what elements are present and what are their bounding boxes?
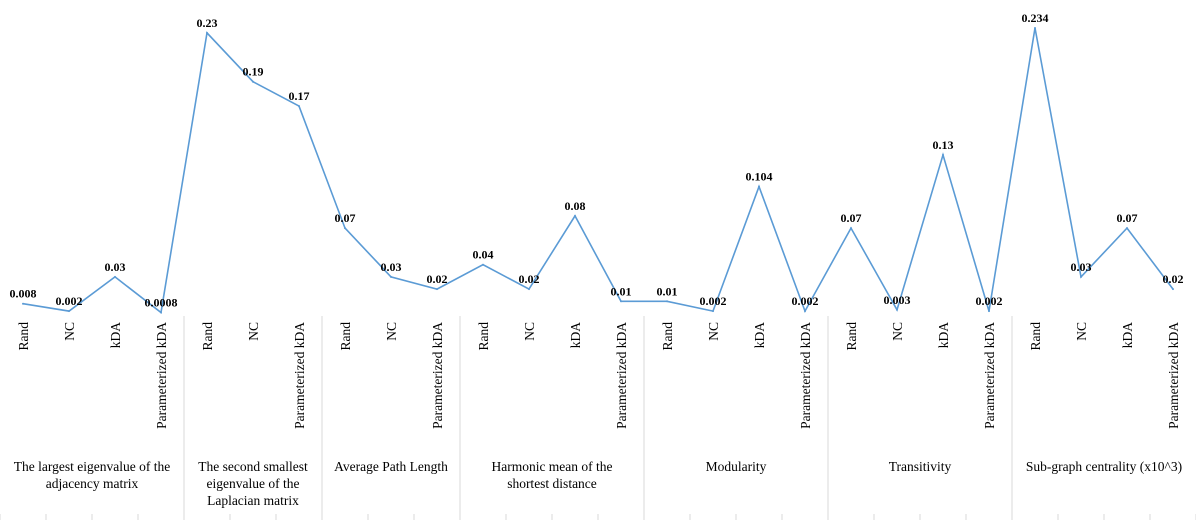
data-label: 0.104 (746, 170, 773, 184)
group-label: The second smallest eigenvalue of the Lapl… (198, 459, 308, 508)
data-label: 0.07 (335, 211, 356, 225)
data-label: 0.01 (611, 284, 632, 298)
tick-label: NC (62, 322, 77, 341)
tick-label: NC (384, 322, 399, 341)
data-point (804, 310, 806, 313)
data-label: 0.04 (473, 248, 494, 262)
data-point (666, 300, 668, 303)
data-label: 0.23 (197, 16, 218, 30)
data-point (114, 275, 116, 278)
data-label: 0.02 (519, 272, 540, 286)
data-point (712, 310, 714, 313)
data-point (252, 80, 254, 83)
data-label: 0.08 (565, 199, 586, 213)
group-label: Sub-graph centrality (x10^3) (1026, 459, 1182, 474)
tick-label: Parameterized kDA (154, 322, 169, 429)
data-label: 0.03 (105, 260, 126, 274)
series-line (22, 27, 1174, 314)
tick-label: kDA (1120, 322, 1135, 348)
data-label: 0.234 (1022, 11, 1049, 25)
tick-label: Rand (338, 322, 353, 351)
tick-label: Rand (660, 322, 675, 351)
data-label: 0.0008 (145, 296, 178, 310)
tick-label: Parameterized kDA (982, 322, 997, 429)
data-point (1126, 227, 1128, 230)
data-label: 0.02 (1163, 272, 1184, 286)
group-label: Harmonic mean of the shortest distance (491, 459, 612, 491)
tick-label: kDA (568, 322, 583, 348)
data-label: 0.17 (289, 89, 310, 103)
data-label: 0.01 (657, 284, 678, 298)
data-point (1172, 288, 1174, 291)
data-label: 0.002 (56, 294, 83, 308)
data-point (482, 263, 484, 266)
tick-label: Parameterized kDA (614, 322, 629, 429)
tick-label: Parameterized kDA (1166, 322, 1181, 429)
data-point (298, 105, 300, 108)
tick-label: NC (522, 322, 537, 341)
tick-label: NC (890, 322, 905, 341)
data-point (68, 310, 70, 313)
data-point (896, 308, 898, 311)
data-point (1034, 27, 1036, 29)
data-point (206, 31, 208, 34)
data-label: 0.003 (884, 293, 911, 307)
data-point (620, 300, 622, 303)
data-point (528, 288, 530, 291)
data-label: 0.13 (933, 138, 954, 152)
data-point (436, 288, 438, 291)
data-label: 0.002 (792, 294, 819, 308)
tick-label: Rand (844, 322, 859, 351)
data-point (160, 311, 162, 314)
group-separators (0, 316, 1196, 520)
data-point (942, 153, 944, 156)
data-point (758, 185, 760, 188)
data-point (22, 302, 24, 305)
tick-label: Rand (476, 322, 491, 351)
data-label: 0.008 (10, 287, 37, 301)
tick-label: kDA (752, 322, 767, 348)
data-label: 0.03 (1071, 260, 1092, 274)
tick-label: Rand (16, 322, 31, 351)
tick-label: Parameterized kDA (798, 322, 813, 429)
data-point (574, 214, 576, 217)
group-label: Transitivity (889, 459, 952, 474)
category-tick-labels: Rand NC kDA Parameterized kDA Rand NC Paramete… (16, 322, 1181, 429)
tick-label: NC (246, 322, 261, 341)
tick-label: NC (706, 322, 721, 341)
data-point (390, 275, 392, 278)
tick-label: kDA (108, 322, 123, 348)
data-point (988, 310, 990, 313)
group-label: Average Path Length (334, 459, 448, 474)
data-label: 0.19 (243, 65, 264, 79)
data-point (344, 227, 346, 230)
tick-label: kDA (936, 322, 951, 348)
group-labels: The largest eigenvalue of the adjacency m… (14, 459, 1182, 508)
group-label: Modularity (706, 459, 767, 474)
tick-label: Rand (200, 322, 215, 351)
tick-label: Parameterized kDA (430, 322, 445, 429)
data-labels: 0.008 0.002 0.03 0.0008 0.23 0.19 0.17 0.07 0.03… (10, 11, 1184, 314)
data-label: 0.002 (976, 294, 1003, 308)
data-point (1080, 275, 1082, 278)
data-label: 0.07 (1117, 211, 1138, 225)
data-label: 0.002 (700, 294, 727, 308)
data-label: 0.02 (427, 272, 448, 286)
group-label: The largest eigenvalue of the adjacency m… (14, 459, 170, 491)
tick-label: NC (1074, 322, 1089, 341)
tick-label: Parameterized kDA (292, 322, 307, 429)
data-label: 0.03 (381, 260, 402, 274)
data-point (850, 227, 852, 230)
data-label: 0.07 (841, 211, 862, 225)
tick-label: Rand (1028, 322, 1043, 351)
